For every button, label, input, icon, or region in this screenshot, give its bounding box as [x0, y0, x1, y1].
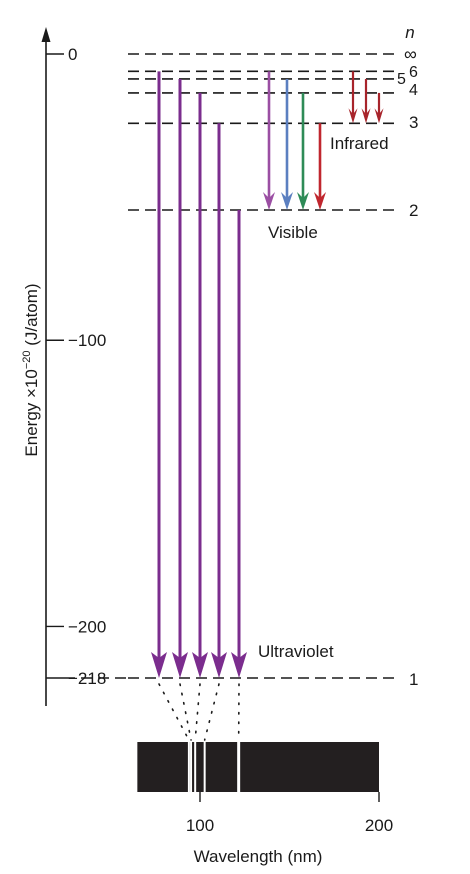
- energy-level: ∞: [128, 44, 417, 64]
- energy-tick-label: 0: [68, 45, 77, 64]
- projection-dotted-line: [179, 683, 192, 741]
- level-n-label: 1: [409, 670, 418, 689]
- energy-level: 2: [128, 201, 418, 220]
- energy-axis: [41, 27, 51, 706]
- projection-dotted-line: [203, 683, 220, 741]
- energy-tick: −218: [46, 669, 106, 688]
- wavelength-tick: 100: [186, 792, 214, 835]
- spectrum-band: [137, 742, 379, 792]
- energy-level: 4: [128, 82, 418, 99]
- transition-arrow: [231, 210, 247, 678]
- transition-arrow: [211, 123, 227, 678]
- energy-tick-label: −200: [68, 617, 106, 636]
- energy-level: 5: [128, 71, 406, 88]
- transitions: [151, 71, 384, 678]
- energy-level: 3: [128, 113, 418, 132]
- infrared-label: Infrared: [330, 134, 389, 153]
- n-header: n: [405, 23, 414, 42]
- visible-label: Visible: [268, 223, 318, 242]
- transition-arrow: [192, 92, 208, 678]
- level-n-label: 4: [409, 82, 418, 99]
- wavelength-tick-label: 100: [186, 816, 214, 835]
- energy-level: 1: [64, 670, 418, 689]
- energy-tick: −100: [46, 331, 106, 350]
- level-n-label: 3: [409, 113, 418, 132]
- transition-arrow: [172, 78, 188, 678]
- emission-spectrum: 100 200: [137, 742, 393, 835]
- transition-arrow: [263, 71, 275, 210]
- transition-arrow: [314, 123, 326, 210]
- level-n-label: 2: [409, 201, 418, 220]
- energy-tick: −200: [46, 617, 106, 636]
- energy-axis-label: Energy ×10−20 (J/atom): [21, 283, 41, 456]
- transition-arrow: [151, 71, 167, 678]
- energy-ticks: 0 −100 −200 −218: [46, 45, 106, 688]
- spectrum-projection-dots: [158, 683, 240, 741]
- transition-arrow: [281, 78, 293, 210]
- energy-tick-label: −100: [68, 331, 106, 350]
- level-n-label: 5: [397, 71, 406, 88]
- wavelength-tick: 200: [365, 792, 393, 835]
- level-n-label: 6: [409, 64, 418, 81]
- transition-arrow: [374, 92, 384, 124]
- wavelength-tick-label: 200: [365, 816, 393, 835]
- transition-arrow: [348, 71, 358, 124]
- wavelength-axis-label: Wavelength (nm): [194, 847, 323, 866]
- transition-arrow: [361, 78, 371, 124]
- ultraviolet-label: Ultraviolet: [258, 642, 334, 661]
- projection-dotted-line: [194, 683, 201, 741]
- energy-tick: 0: [46, 45, 77, 64]
- transition-arrow: [297, 92, 309, 210]
- level-n-label: ∞: [404, 44, 417, 64]
- projection-dotted-line: [158, 683, 190, 741]
